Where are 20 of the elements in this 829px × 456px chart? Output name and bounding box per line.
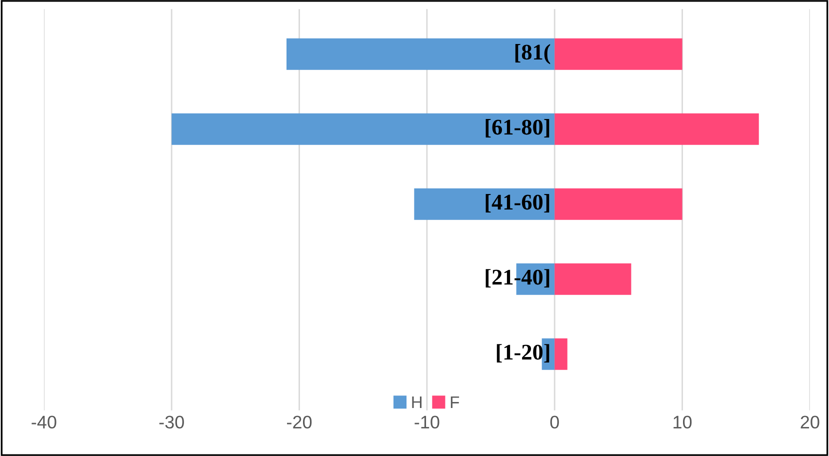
x-tick-label: -30 (159, 416, 184, 429)
bar (554, 263, 632, 295)
y-tick-label: [61-80] (486, 119, 550, 138)
bar (414, 188, 555, 220)
legend-label: F (450, 396, 460, 408)
x-tick-label: 0 (550, 416, 559, 429)
y-tick-label: [81( (515, 44, 550, 64)
x-tick-label: 10 (674, 416, 692, 429)
x-tick-label: -10 (414, 416, 440, 429)
x-tick-label: 20 (800, 416, 820, 429)
bar (286, 38, 555, 70)
legend-label: H (412, 396, 422, 408)
x-tick-label: -20 (287, 416, 312, 429)
bar (554, 113, 759, 145)
y-tick-label: [41-60] (486, 194, 550, 212)
bar (554, 338, 568, 370)
bar (172, 113, 555, 145)
bar (554, 188, 682, 220)
x-tick-label: -40 (32, 416, 56, 429)
bar (554, 38, 682, 70)
